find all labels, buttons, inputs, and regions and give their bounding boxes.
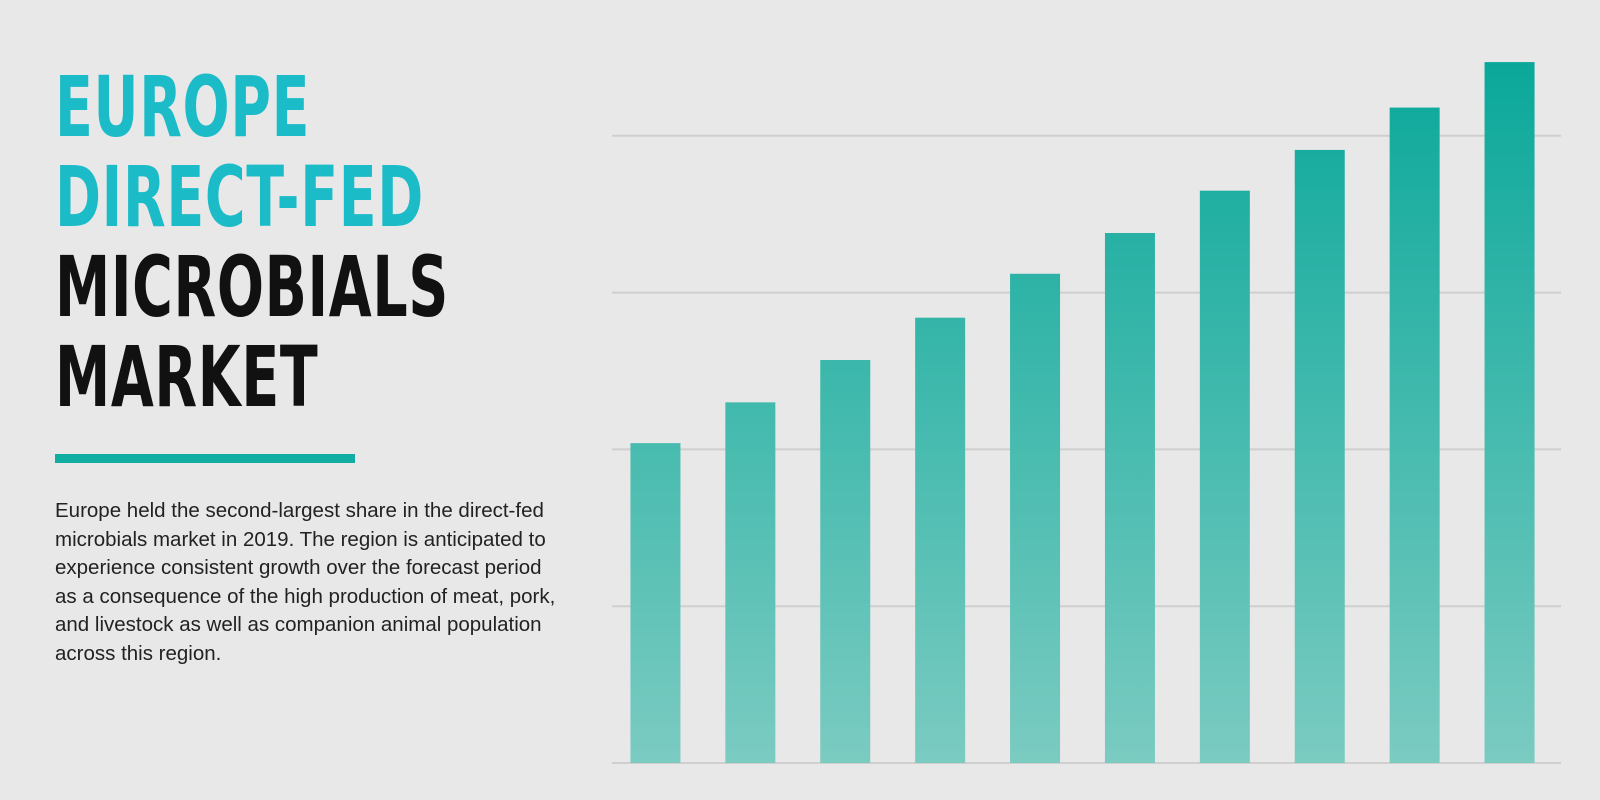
heading-line: EUROPE — [55, 58, 311, 156]
bar — [1389, 107, 1440, 764]
bar — [1294, 149, 1345, 764]
bar — [820, 360, 871, 763]
bar — [1484, 62, 1535, 763]
description: Europe held the second-largest share in … — [55, 499, 556, 665]
text-panel: EUROPE DIRECT-FED MICROBIALS MARKET Euro… — [55, 62, 575, 668]
bar — [1104, 233, 1155, 764]
bar — [1010, 273, 1061, 763]
bar — [725, 402, 776, 763]
bar — [1199, 190, 1250, 763]
bar — [630, 443, 681, 763]
heading-line: MARKET — [55, 328, 319, 426]
divider — [55, 454, 355, 463]
bar — [915, 317, 966, 763]
heading-line: MICROBIALS — [55, 238, 449, 336]
heading-line: DIRECT-FED — [55, 148, 424, 246]
